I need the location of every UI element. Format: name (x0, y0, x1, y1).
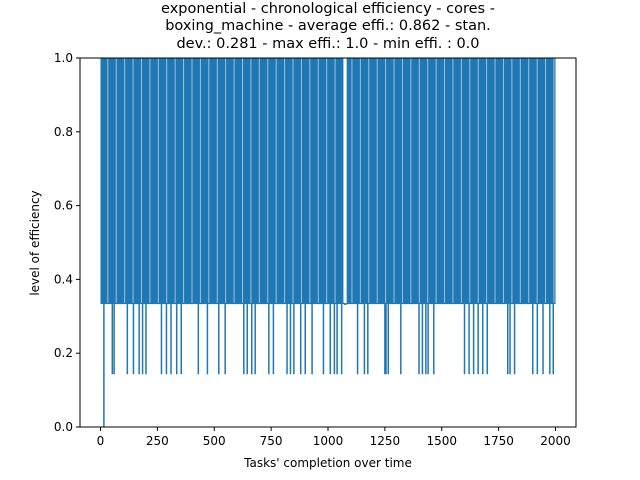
x-axis-label: Tasks' completion over time (243, 456, 412, 470)
series-gap (545, 58, 547, 303)
x-tick-label: 0 (97, 434, 105, 448)
series-gap (166, 58, 168, 303)
series-gap (241, 58, 243, 303)
series-gap (486, 58, 488, 303)
series-gap (334, 58, 336, 303)
series-gap (519, 58, 521, 303)
x-tick-label: 1250 (370, 434, 401, 448)
series-gap (418, 58, 420, 303)
title-line-3: dev.: 0.281 - max effi.: 1.0 - min effi.… (176, 36, 479, 52)
x-tick-label: 1500 (426, 434, 457, 448)
y-axis-label: level of efficiency (28, 190, 42, 295)
x-tick-label: 750 (260, 434, 283, 448)
series-gap (435, 58, 437, 303)
series-gap (376, 58, 378, 303)
series-gap (359, 58, 361, 303)
y-tick-label: 0.6 (54, 199, 73, 213)
x-tick-label: 2000 (540, 434, 571, 448)
series-gap (326, 58, 328, 303)
series-gap (427, 58, 429, 303)
series-gap (309, 58, 311, 303)
series-gap (393, 58, 395, 303)
series-gap (528, 58, 530, 303)
series-gap (267, 58, 269, 303)
series-gap (317, 58, 319, 303)
y-tick-label: 0.0 (54, 420, 73, 434)
series-gap (511, 58, 513, 303)
title-line-2: boxing_machine - average effi.: 0.862 - … (165, 18, 491, 34)
y-axis: 0.0 0.2 0.4 0.6 0.8 1.0 (54, 51, 80, 434)
x-tick-label: 1750 (483, 434, 514, 448)
series-gap (225, 58, 227, 303)
series-gap (132, 58, 134, 303)
series-gap (351, 58, 353, 303)
series-gap (275, 58, 277, 303)
x-axis: 0 250 500 750 1000 1250 1500 1750 2000 (97, 427, 571, 448)
series-gap (124, 58, 126, 303)
title-line-1: exponential - chronological efficiency -… (161, 1, 495, 17)
x-tick-label: 1000 (313, 434, 344, 448)
y-tick-label: 0.8 (54, 125, 73, 139)
series-gap (401, 58, 403, 303)
series-gap (191, 58, 193, 303)
x-tick-label: 500 (203, 434, 226, 448)
series-gap (258, 58, 260, 303)
y-tick-label: 0.4 (54, 272, 73, 286)
series-gap (536, 58, 538, 303)
chart-title: exponential - chronological efficiency -… (161, 1, 495, 52)
y-tick-label: 0.2 (54, 346, 73, 360)
series-gap (208, 58, 210, 303)
series-gap (107, 58, 109, 303)
series-gap (149, 58, 151, 303)
series-gap (494, 58, 496, 303)
series-gap (140, 58, 142, 303)
series-gap (477, 58, 479, 303)
series-gap (385, 58, 387, 303)
y-tick-label: 1.0 (54, 51, 73, 65)
series-gap (368, 58, 370, 303)
series-gap (410, 58, 412, 303)
series-gap (292, 58, 294, 303)
series-gap (553, 58, 555, 303)
efficiency-series (100, 58, 556, 427)
series-gap (444, 58, 446, 303)
series-gap (115, 58, 117, 303)
series-gap (250, 58, 252, 303)
x-tick-label: 250 (146, 434, 169, 448)
series-band (100, 58, 556, 305)
series-gap (343, 58, 345, 303)
series-gap (300, 58, 302, 303)
series-gap (157, 58, 159, 303)
series-gap (460, 58, 462, 303)
series-gap (284, 58, 286, 303)
series-gap (469, 58, 471, 303)
series-gap (199, 58, 201, 303)
series-gap (502, 58, 504, 303)
series-gap (216, 58, 218, 303)
series-gap (174, 58, 176, 303)
series-gap (233, 58, 235, 303)
series-gap (183, 58, 185, 303)
series-gap (452, 58, 454, 303)
series-flat-segment (343, 58, 347, 304)
